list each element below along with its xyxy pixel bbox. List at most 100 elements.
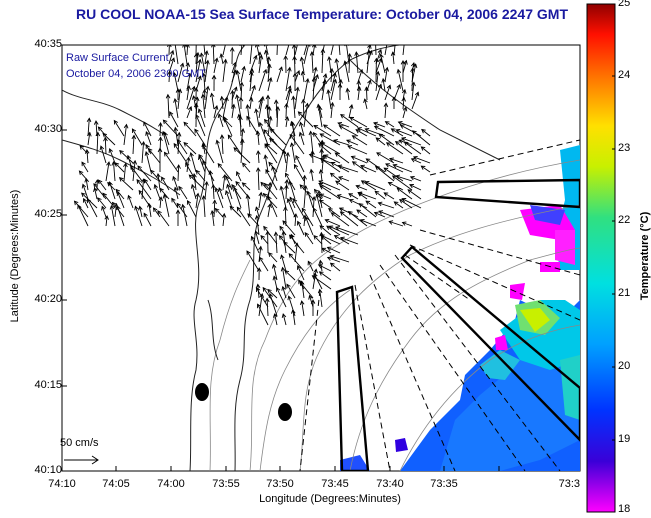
current-vector xyxy=(402,222,413,227)
current-vector xyxy=(182,204,188,227)
current-vector-head xyxy=(197,108,203,114)
current-vector xyxy=(183,122,197,137)
current-vector-head xyxy=(313,125,319,130)
current-vector-head xyxy=(364,180,370,186)
current-vector-head xyxy=(236,206,242,212)
current-vector-head xyxy=(248,96,254,102)
current-vector xyxy=(302,99,305,119)
current-vector-head xyxy=(254,214,260,220)
current-vector xyxy=(327,257,341,263)
current-vector-head xyxy=(313,188,319,194)
current-vector xyxy=(382,78,386,92)
current-vector-head xyxy=(318,271,324,276)
current-vector xyxy=(375,45,377,56)
current-vector-head xyxy=(230,89,235,95)
current-vector xyxy=(375,166,395,182)
current-vector xyxy=(143,121,152,137)
transect-boxes xyxy=(335,178,580,471)
current-vector-head xyxy=(354,51,359,56)
current-vector-head xyxy=(86,117,92,123)
current-vector xyxy=(321,73,327,92)
current-vector-head xyxy=(161,130,167,136)
current-vector-head xyxy=(309,51,315,56)
current-vector xyxy=(338,45,341,56)
current-vector xyxy=(357,69,363,83)
current-vector-head xyxy=(389,157,394,162)
current-vector-head xyxy=(304,102,310,108)
current-vector xyxy=(330,172,341,182)
current-vector xyxy=(349,117,368,128)
current-vector-head xyxy=(145,144,150,149)
current-vector xyxy=(319,271,332,281)
current-vector-head xyxy=(383,192,389,197)
current-vector xyxy=(113,120,125,137)
current-vector-head xyxy=(401,221,407,226)
current-vector xyxy=(256,287,269,308)
current-vector-head xyxy=(256,267,262,272)
current-vector xyxy=(303,45,308,56)
current-vector xyxy=(204,89,206,101)
current-vector-head xyxy=(310,150,315,155)
current-vector xyxy=(285,103,287,119)
current-vector-head xyxy=(377,83,383,89)
current-vector-head xyxy=(273,231,279,237)
current-vector-head xyxy=(173,41,177,45)
current-vector-head xyxy=(356,80,361,85)
current-vector-head xyxy=(289,133,295,139)
current-vector-head xyxy=(298,121,304,127)
current-vector-head xyxy=(246,250,251,256)
current-vector xyxy=(384,85,391,101)
current-vector-head xyxy=(356,85,362,91)
current-vector xyxy=(307,191,314,209)
current-vector xyxy=(127,155,134,173)
current-vector-head xyxy=(267,115,273,121)
current-vector xyxy=(340,211,359,227)
colorbar-tick-label: 21 xyxy=(618,287,631,299)
x-tick-label: 74:00 xyxy=(157,478,185,490)
current-vector-head xyxy=(265,143,271,148)
current-vector-head xyxy=(186,156,191,162)
current-vector-head xyxy=(201,195,207,200)
current-vector xyxy=(374,212,386,218)
current-vector xyxy=(421,146,431,155)
current-vector-head xyxy=(213,104,219,110)
current-vector xyxy=(203,195,206,218)
current-vector-head xyxy=(138,205,143,211)
current-vector-head xyxy=(175,209,181,214)
current-vector xyxy=(310,131,314,155)
current-vector xyxy=(258,99,262,110)
current-vector xyxy=(236,207,251,227)
current-vector xyxy=(260,235,269,245)
current-vector-head xyxy=(319,231,324,237)
current-vector-head xyxy=(323,154,329,159)
current-vector-head xyxy=(195,192,200,198)
current-vector-head xyxy=(158,122,163,127)
current-vector-head xyxy=(143,212,148,218)
current-vector-head xyxy=(251,84,256,90)
current-vector xyxy=(193,173,197,191)
current-vector-head xyxy=(152,207,158,213)
current-vector-head xyxy=(172,175,177,181)
current-vector xyxy=(211,210,215,227)
current-vector-head xyxy=(115,188,121,194)
current-vector-head xyxy=(265,168,270,174)
current-vector xyxy=(285,45,290,56)
current-vector xyxy=(101,206,107,218)
current-vector-head xyxy=(284,116,290,121)
current-vector xyxy=(320,142,341,155)
current-vector xyxy=(285,85,291,101)
current-vector xyxy=(365,200,377,209)
current-vector xyxy=(148,148,161,164)
current-vector xyxy=(294,164,305,182)
current-vector xyxy=(269,293,278,317)
current-vector xyxy=(231,90,233,110)
current-vector xyxy=(293,56,296,74)
current-vector xyxy=(348,104,353,119)
current-vector xyxy=(309,295,314,308)
current-vector-head xyxy=(357,191,363,196)
current-vector xyxy=(335,226,359,236)
current-vector xyxy=(105,162,110,182)
current-vector xyxy=(395,141,413,155)
current-vector xyxy=(323,124,341,137)
current-vector-head xyxy=(163,151,169,157)
